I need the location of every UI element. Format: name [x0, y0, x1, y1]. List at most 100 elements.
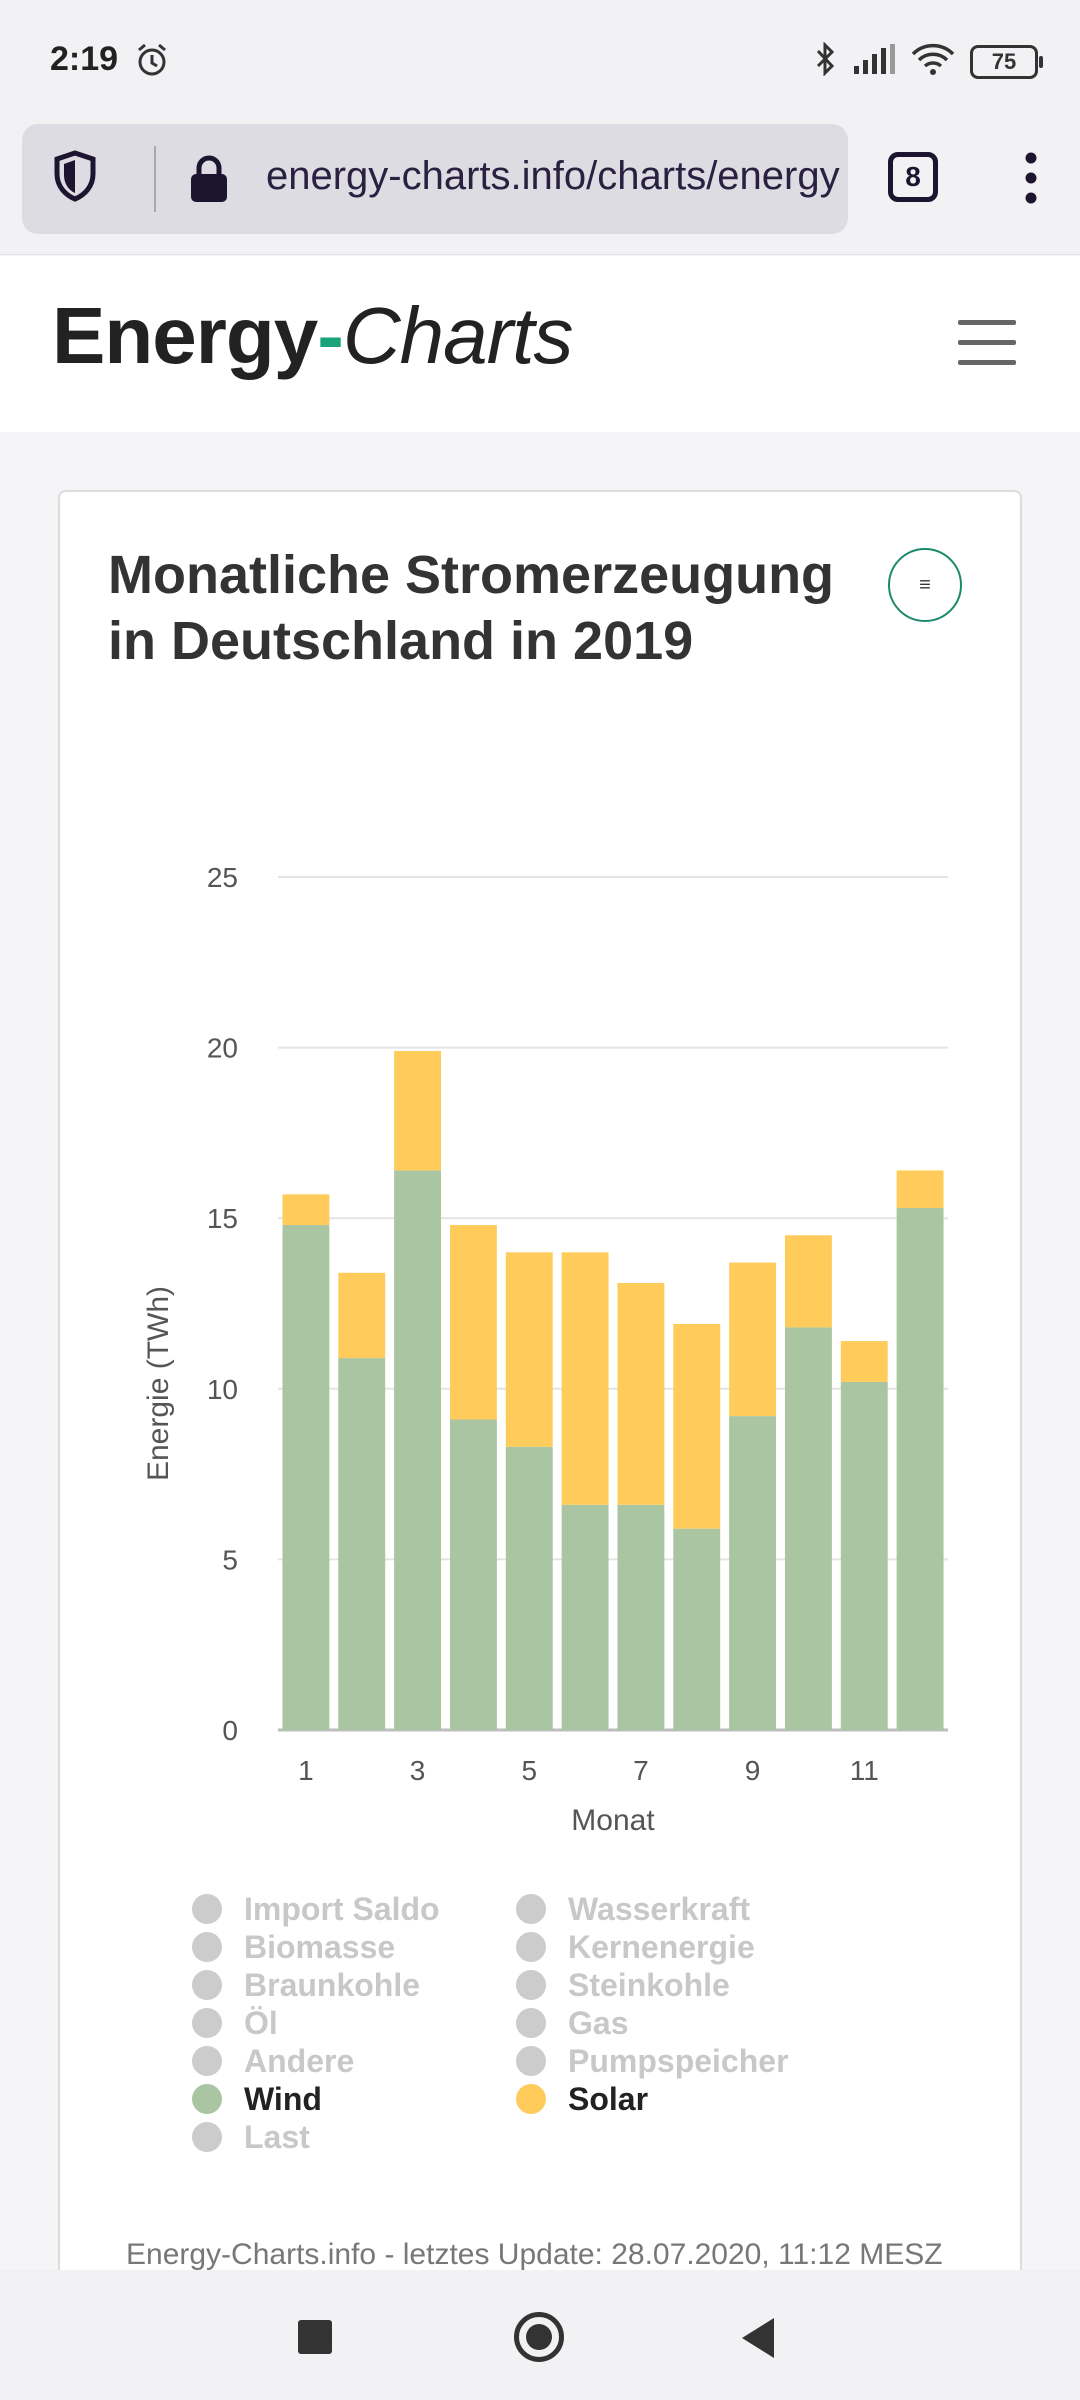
x-axis-label: Monat: [571, 1804, 655, 1837]
x-tick-label: 1: [298, 1755, 314, 1786]
bar-solar-12: [896, 1170, 944, 1208]
bar-wind-4: [449, 1419, 497, 1730]
legend-label: Gas: [568, 2004, 629, 2041]
bar-solar-3: [394, 1051, 442, 1171]
bar-wind-5: [505, 1446, 553, 1730]
legend-item-pumpspeicher[interactable]: Pumpspeicher: [516, 2042, 789, 2080]
hamburger-menu-icon[interactable]: [958, 320, 1016, 368]
legend-dot-icon: [516, 1970, 546, 2000]
legend-dot-icon: [516, 2008, 546, 2038]
logo-dash: -: [317, 291, 344, 380]
legend-dot-icon: [192, 2122, 222, 2152]
legend-dot-icon: [516, 2046, 546, 2076]
back-button[interactable]: [742, 2318, 774, 2358]
signal-icon: [852, 42, 896, 81]
legend-item-kernenergie[interactable]: Kernenergie: [516, 1928, 789, 1966]
legend-label: Last: [244, 2118, 310, 2155]
legend-label: Import Saldo: [244, 1890, 440, 1927]
legend-label: Wasserkraft: [568, 1890, 751, 1927]
battery-icon: 75: [970, 44, 1043, 79]
chart-card: Monatliche Stromerzeugung in Deutschland…: [58, 490, 1022, 2350]
legend-item-solar[interactable]: Solar: [516, 2080, 789, 2118]
chart-title: Monatliche Stromerzeugung in Deutschland…: [108, 545, 835, 671]
bar-wind-7: [617, 1504, 665, 1730]
url-divider: [154, 146, 156, 212]
bar-wind-6: [561, 1504, 609, 1730]
x-tick-label: 11: [850, 1755, 879, 1786]
bar-solar-2: [338, 1272, 386, 1359]
bar-solar-6: [561, 1252, 609, 1505]
y-tick-label: 5: [222, 1544, 238, 1575]
legend-label: Steinkohle: [568, 1966, 730, 2003]
bluetooth-icon: [814, 41, 838, 81]
legend-item-gas[interactable]: Gas: [516, 2004, 789, 2042]
bar-wind-3: [394, 1170, 442, 1730]
bar-wind-1: [282, 1225, 330, 1730]
home-button[interactable]: [514, 2312, 564, 2362]
y-tick-label: 15: [207, 1203, 238, 1234]
bar-solar-5: [505, 1252, 553, 1447]
url-text[interactable]: energy-charts.info/charts/energy: [266, 154, 840, 198]
x-tick-label: 5: [521, 1755, 537, 1786]
recents-button[interactable]: [298, 2320, 332, 2354]
legend-item-steinkohle[interactable]: Steinkohle: [516, 1966, 789, 2004]
legend-label: Biomasse: [244, 1928, 396, 1965]
address-bar[interactable]: energy-charts.info/charts/energy: [22, 124, 848, 234]
wifi-icon: [910, 42, 956, 81]
legend-label: Braunkohle: [244, 1966, 421, 2003]
x-tick-label: 3: [410, 1755, 426, 1786]
status-bar: 2:19 75: [0, 0, 1080, 124]
y-tick-label: 25: [207, 862, 238, 893]
legend-dot-icon: [192, 2084, 222, 2114]
legend-label: Wind: [244, 2080, 322, 2117]
bar-solar-11: [840, 1341, 888, 1382]
legend-dot-icon: [516, 1932, 546, 1962]
bar-solar-1: [282, 1194, 330, 1226]
alarm-icon: [134, 42, 170, 83]
legend-dot-icon: [192, 1894, 222, 1924]
bar-solar-4: [449, 1225, 497, 1420]
site-logo[interactable]: Energy-Charts: [52, 290, 573, 382]
legend-label: Solar: [568, 2080, 649, 2117]
legend-label: Andere: [244, 2042, 355, 2079]
bar-wind-8: [673, 1528, 721, 1730]
bar-wind-9: [729, 1416, 777, 1730]
browser-toolbar: energy-charts.info/charts/energy 8: [0, 124, 1080, 255]
update-footer: Energy-Charts.info - letztes Update: 28.…: [126, 2238, 943, 2271]
legend-dot-icon: [516, 1894, 546, 1924]
y-tick-label: 10: [207, 1374, 238, 1405]
legend-item-biomasse[interactable]: Biomasse: [192, 1928, 440, 1966]
export-menu-button[interactable]: ≡: [888, 548, 962, 622]
legend-dot-icon: [516, 2084, 546, 2114]
legend-dot-icon: [192, 1970, 222, 2000]
more-menu-icon[interactable]: [1024, 152, 1038, 209]
y-tick-label: 0: [222, 1715, 238, 1746]
bar-wind-2: [338, 1358, 386, 1730]
legend-label: Öl: [244, 2004, 278, 2041]
legend-item-wind[interactable]: Wind: [192, 2080, 440, 2118]
legend-item-öl[interactable]: Öl: [192, 2004, 440, 2042]
legend-item-last[interactable]: Last: [192, 2118, 440, 2156]
legend-item-wasserkraft[interactable]: Wasserkraft: [516, 1890, 789, 1928]
legend-item-andere[interactable]: Andere: [192, 2042, 440, 2080]
site-header: Energy-Charts: [0, 256, 1080, 432]
bar-solar-7: [617, 1283, 665, 1505]
y-tick-label: 20: [207, 1033, 238, 1064]
legend-item-import-saldo[interactable]: Import Saldo: [192, 1890, 440, 1928]
bar-chart: 0 5 10 15 20 25 1 3 5 7 9 11 Monat Energie (TWh): [142, 862, 948, 1837]
bar-solar-10: [784, 1235, 832, 1328]
legend-dot-icon: [192, 2046, 222, 2076]
bar-wind-11: [840, 1381, 888, 1730]
x-tick-label: 9: [745, 1755, 761, 1786]
lock-icon: [188, 154, 230, 209]
legend-item-braunkohle[interactable]: Braunkohle: [192, 1966, 440, 2004]
legend-dot-icon: [192, 2008, 222, 2038]
system-nav-bar: [0, 2270, 1080, 2400]
shield-icon[interactable]: [52, 150, 98, 207]
status-time: 2:19: [50, 40, 119, 78]
logo-part1: Energy: [52, 291, 318, 380]
bar-wind-10: [784, 1327, 832, 1730]
tab-count-button[interactable]: 8: [888, 152, 938, 202]
x-tick-label: 7: [633, 1755, 649, 1786]
bar-solar-8: [673, 1323, 721, 1529]
